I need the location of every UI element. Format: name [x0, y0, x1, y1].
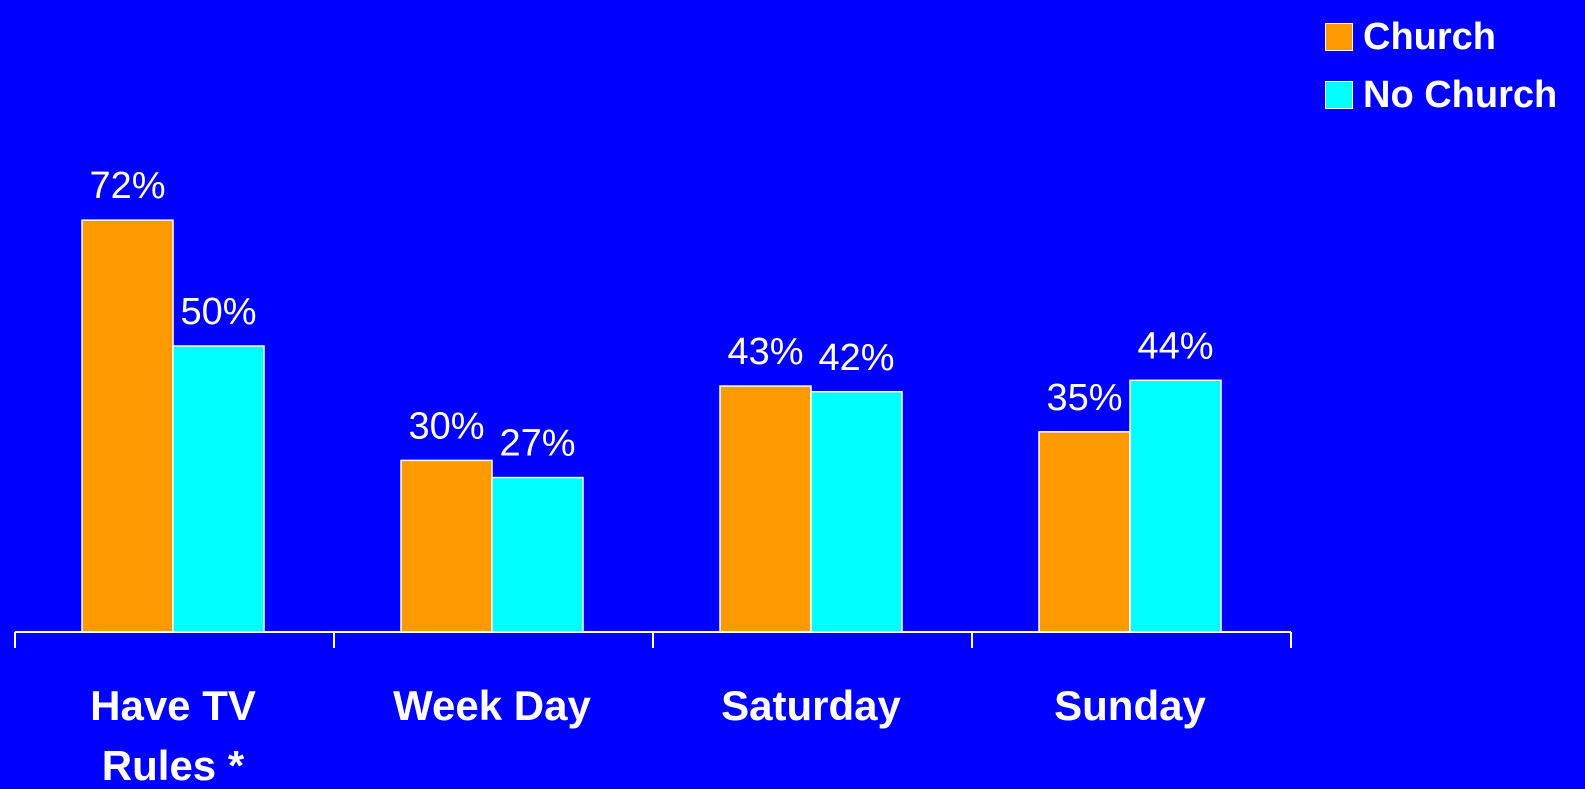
category-label-3: Sunday	[1054, 682, 1206, 729]
legend-label-no-church: No Church	[1363, 73, 1558, 116]
legend-item-no-church: No Church	[1325, 66, 1557, 124]
bar-church-2	[719, 385, 812, 633]
bar-church-3	[1038, 431, 1131, 633]
data-label-church-3: 35%	[1046, 377, 1122, 419]
category-label-0: Have TV Rules *	[90, 682, 256, 789]
legend: Church No Church	[1325, 8, 1557, 124]
legend-item-church: Church	[1325, 8, 1557, 66]
category-label-2: Saturday	[721, 682, 901, 729]
data-label-no-church-2: 42%	[818, 337, 894, 379]
data-label-no-church-0: 50%	[180, 291, 256, 333]
category-label-1: Week Day	[393, 682, 591, 729]
bar-no-church-1	[491, 476, 584, 633]
data-label-church-2: 43%	[727, 331, 803, 373]
legend-swatch-church	[1325, 23, 1353, 51]
data-label-no-church-1: 27%	[499, 423, 575, 465]
bar-church-1	[400, 459, 493, 633]
bar-church-0	[81, 219, 174, 633]
legend-label-church: Church	[1363, 15, 1496, 58]
data-label-church-1: 30%	[408, 405, 484, 447]
bar-no-church-2	[810, 391, 903, 633]
bar-no-church-0	[172, 345, 265, 633]
data-label-church-0: 72%	[89, 165, 165, 207]
legend-swatch-no-church	[1325, 81, 1353, 109]
data-label-no-church-3: 44%	[1137, 325, 1213, 367]
bar-no-church-3	[1129, 379, 1222, 633]
